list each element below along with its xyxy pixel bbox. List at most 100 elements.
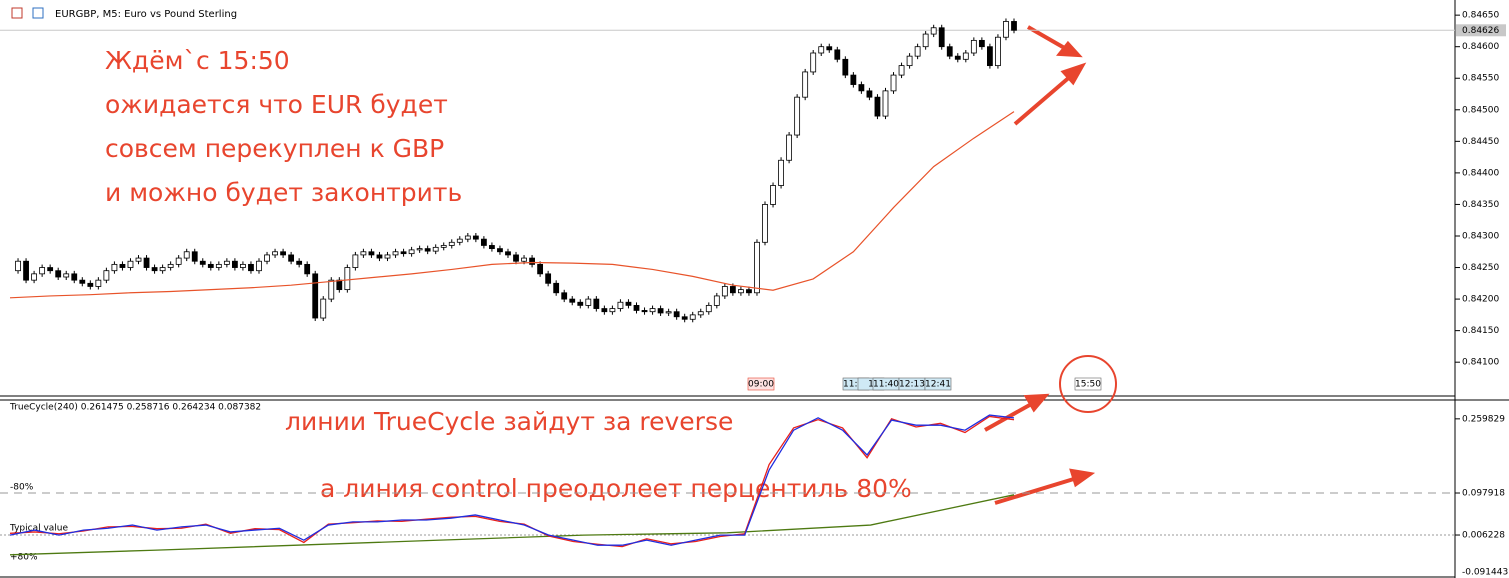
candle-body xyxy=(191,251,198,262)
candle-body xyxy=(79,279,86,284)
candle-body xyxy=(497,248,503,253)
y-tick-label: 0.84400 xyxy=(1462,168,1499,178)
highlight-circle xyxy=(1059,355,1117,413)
candle-body xyxy=(489,245,495,250)
candle-body xyxy=(946,46,953,57)
symbol-title: EURGBP, M5: Euro vs Pound Sterling xyxy=(55,9,237,20)
candle-body xyxy=(802,71,809,98)
candle-body xyxy=(296,260,303,265)
candle-body xyxy=(970,39,977,54)
candle-body xyxy=(23,260,29,281)
candle-body xyxy=(456,238,463,243)
level-label: -80% xyxy=(10,483,34,493)
candle-body xyxy=(625,301,632,306)
candle-body xyxy=(898,65,905,76)
candle-body xyxy=(103,270,110,281)
candle-body xyxy=(617,301,624,309)
candle-body xyxy=(480,238,487,246)
candle-body xyxy=(858,84,865,92)
candle-body xyxy=(721,286,728,297)
candle-body xyxy=(336,279,343,291)
candle-body xyxy=(304,263,311,275)
candle-body xyxy=(119,263,126,268)
candle-body xyxy=(794,96,801,136)
candle-body xyxy=(585,298,592,306)
candle-body xyxy=(240,263,246,268)
y-tick-label: 0.84300 xyxy=(1462,231,1499,241)
candle-body xyxy=(521,257,527,262)
annotation: а линия control преодолеет перцентиль 80… xyxy=(320,474,912,503)
y-tick-label: 0.84100 xyxy=(1462,358,1499,368)
candle-body xyxy=(995,36,1001,67)
candle-body xyxy=(63,273,70,278)
candle-body xyxy=(537,263,544,275)
candle-body xyxy=(513,254,519,262)
y-tick-label: 0.84550 xyxy=(1462,74,1499,84)
candle-body xyxy=(713,295,720,306)
candle-body xyxy=(754,241,760,294)
candle-body xyxy=(633,304,640,311)
candle-body xyxy=(127,260,134,268)
candle-body xyxy=(400,251,407,255)
y-tick-label: 0.84500 xyxy=(1462,105,1499,115)
candle-body xyxy=(673,311,680,318)
candle-body xyxy=(665,311,672,314)
candle-body xyxy=(738,289,744,294)
candle-body xyxy=(159,267,166,272)
current-price-label: 0.84626 xyxy=(1462,26,1499,36)
candle-body xyxy=(810,52,817,73)
annotation: линии TrueCycle зайдут за reverse xyxy=(285,407,733,436)
candle-body xyxy=(15,260,21,272)
y-tick-label: 0.84650 xyxy=(1462,11,1499,21)
candle-body xyxy=(1011,21,1017,31)
annotation: Ждём`с 15:50 xyxy=(105,46,290,75)
y-tick-label: 0.84200 xyxy=(1462,295,1499,305)
level-label: +80% xyxy=(10,553,38,563)
candle-body xyxy=(223,260,230,265)
candle-body xyxy=(272,251,278,256)
candle-body xyxy=(826,46,833,51)
candle-body xyxy=(890,74,897,92)
candle-body xyxy=(352,254,359,268)
candle-body xyxy=(47,267,54,272)
candle-body xyxy=(609,308,616,313)
candle-body xyxy=(344,267,351,291)
candle-body xyxy=(505,251,511,256)
candle-body xyxy=(416,248,423,251)
candle-body xyxy=(954,55,961,60)
y-tick-label: 0.84350 xyxy=(1462,200,1499,210)
y-tick-label: -0.091443 xyxy=(1462,568,1508,578)
annotation: и можно будет законтрить xyxy=(105,178,462,207)
candle-body xyxy=(593,298,600,309)
candle-body xyxy=(641,310,648,313)
candle-body xyxy=(392,251,399,256)
time-label: 12:41 xyxy=(925,380,951,390)
candle-body xyxy=(312,273,319,319)
candle-body xyxy=(199,260,206,265)
candle-body xyxy=(280,251,286,256)
icon xyxy=(32,7,44,19)
y-tick-label: 0.097918 xyxy=(1462,489,1505,499)
candle-body xyxy=(577,301,584,306)
candle-body xyxy=(408,249,415,255)
time-label-box xyxy=(924,377,952,391)
candle-body xyxy=(151,267,158,272)
candle-body xyxy=(1003,21,1009,38)
candle-body xyxy=(882,90,889,117)
candle-body xyxy=(143,257,150,268)
candle-body xyxy=(175,257,182,265)
candle-body xyxy=(922,33,929,48)
candle-body xyxy=(39,267,46,275)
candle-body xyxy=(256,260,262,272)
y-tick-label: 0.84450 xyxy=(1462,137,1499,147)
candle-body xyxy=(874,96,881,117)
candle-body xyxy=(288,254,295,262)
candle-body xyxy=(167,263,174,268)
candle-body xyxy=(569,298,576,303)
candle-body xyxy=(938,27,945,48)
candle-body xyxy=(464,235,471,240)
candle-body xyxy=(850,74,857,85)
candle-body xyxy=(135,257,142,262)
candle-body xyxy=(231,260,238,268)
